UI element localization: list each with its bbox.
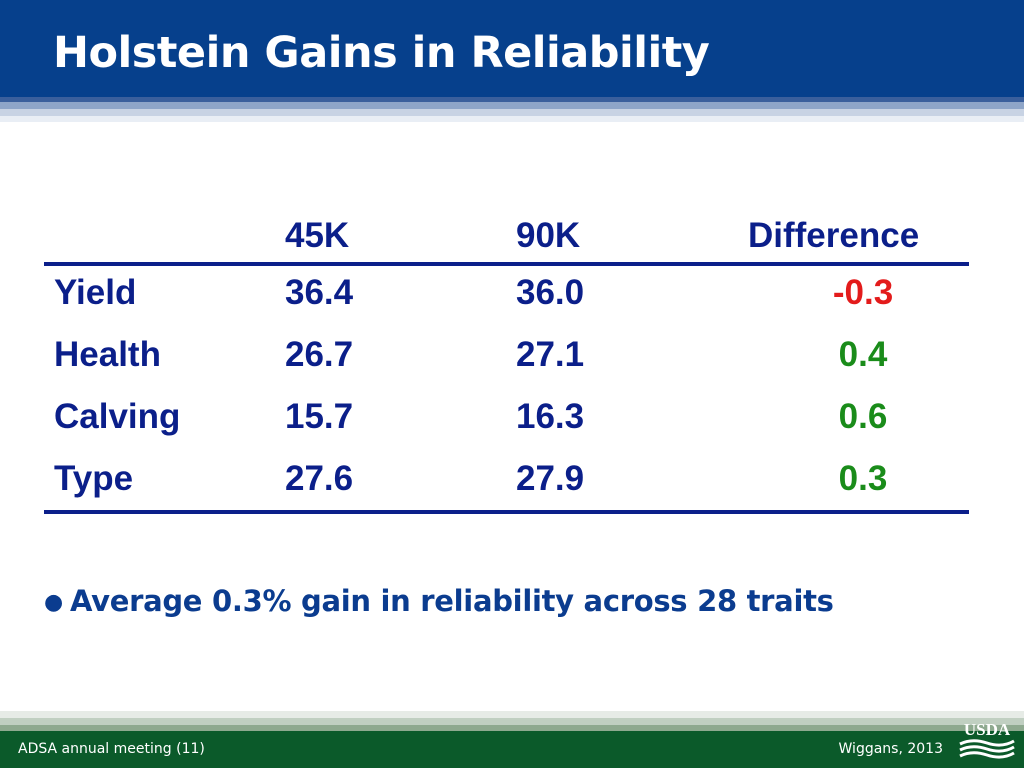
banner-stripe bbox=[0, 109, 1024, 116]
table-top-rule bbox=[44, 262, 969, 266]
value-90k: 36.0 bbox=[516, 273, 585, 312]
footer-author-label: Wiggans, 2013 bbox=[838, 741, 943, 757]
footer-stripe bbox=[0, 725, 1024, 731]
footer-bar bbox=[0, 731, 1024, 768]
usda-logo-text: USDA bbox=[964, 720, 1011, 739]
title-banner bbox=[0, 0, 1024, 97]
bullet-text: Average 0.3% gain in reliability across … bbox=[70, 584, 834, 618]
table-row: Calving 15.7 16.3 0.6 bbox=[44, 386, 969, 448]
value-45k: 26.7 bbox=[285, 335, 354, 374]
value-difference: 0.6 bbox=[838, 397, 888, 436]
bullet-dot-icon: ● bbox=[44, 590, 63, 615]
value-90k: 16.3 bbox=[516, 397, 585, 436]
row-label: Calving bbox=[54, 397, 181, 436]
table-bottom-rule bbox=[44, 510, 969, 514]
value-difference: -0.3 bbox=[832, 273, 894, 312]
table-header-row: 45K 90K Difference bbox=[44, 210, 969, 262]
usda-logo: USDA bbox=[959, 720, 1015, 759]
row-label: Yield bbox=[54, 273, 137, 312]
table-row: Type 27.6 27.9 0.3 bbox=[44, 448, 969, 510]
banner-stripe bbox=[0, 102, 1024, 109]
value-90k: 27.9 bbox=[516, 459, 585, 498]
row-label: Type bbox=[54, 459, 134, 498]
table-row: Yield 36.4 36.0 -0.3 bbox=[44, 262, 969, 324]
banner-stripe bbox=[0, 97, 1024, 102]
column-header-90k: 90K bbox=[516, 216, 581, 255]
value-difference: 0.3 bbox=[838, 459, 888, 498]
row-label: Health bbox=[54, 335, 161, 374]
banner-stripe bbox=[0, 116, 1024, 122]
value-45k: 15.7 bbox=[285, 397, 354, 436]
table-row: Health 26.7 27.1 0.4 bbox=[44, 324, 969, 386]
value-90k: 27.1 bbox=[516, 335, 585, 374]
column-header-45k: 45K bbox=[285, 216, 350, 255]
value-45k: 36.4 bbox=[285, 273, 354, 312]
value-difference: 0.4 bbox=[838, 335, 888, 374]
slide-title: Holstein Gains in Reliability bbox=[53, 28, 710, 78]
footer-stripe bbox=[0, 718, 1024, 725]
bullet-item: ● Average 0.3% gain in reliability across… bbox=[44, 584, 834, 618]
footer-meeting-label: ADSA annual meeting (11) bbox=[18, 741, 205, 757]
footer-stripe bbox=[0, 711, 1024, 718]
column-header-difference: Difference bbox=[748, 216, 920, 255]
reliability-table: 45K 90K Difference Yield 36.4 36.0 -0.3 … bbox=[44, 210, 969, 510]
value-45k: 27.6 bbox=[285, 459, 354, 498]
